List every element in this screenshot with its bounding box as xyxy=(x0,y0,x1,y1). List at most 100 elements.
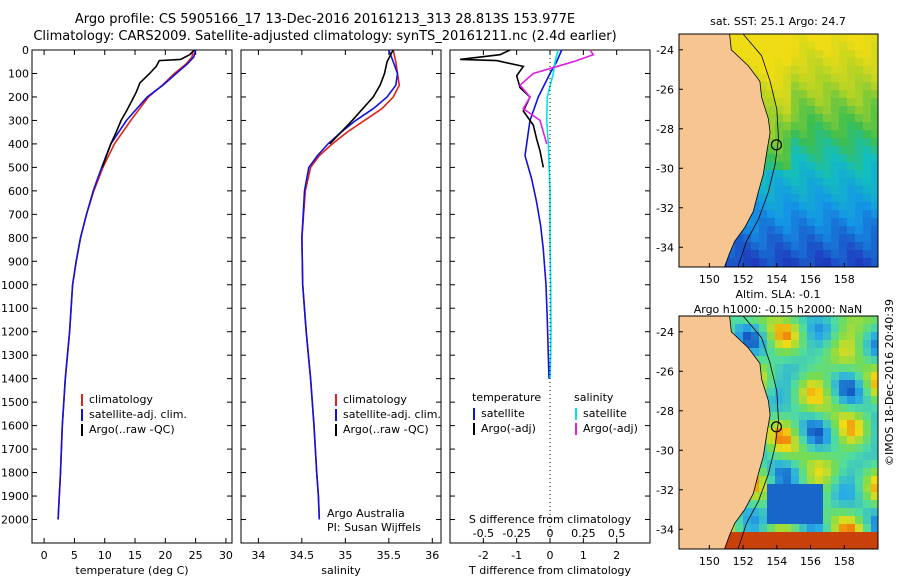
field-cell xyxy=(791,420,799,428)
field-cell xyxy=(831,90,839,98)
field-cell xyxy=(871,242,878,250)
field-cell xyxy=(791,356,799,364)
field-cell xyxy=(871,218,878,226)
field-cell xyxy=(799,356,807,364)
field-cell xyxy=(799,186,807,194)
lat-tick-label: -26 xyxy=(656,365,674,378)
field-cell xyxy=(767,372,775,380)
field-cell xyxy=(839,540,847,548)
field-cell xyxy=(863,186,871,194)
field-cell xyxy=(847,258,855,266)
field-cell xyxy=(863,348,871,356)
field-cell xyxy=(759,372,767,380)
field-cell xyxy=(815,508,823,516)
field-cell xyxy=(871,492,878,500)
field-cell xyxy=(767,404,775,412)
field-cell xyxy=(799,348,807,356)
field-cell xyxy=(783,428,791,436)
field-cell xyxy=(743,50,751,58)
field-cell xyxy=(847,130,855,138)
series-line-climatology xyxy=(301,49,401,520)
field-cell xyxy=(783,460,791,468)
field-cell xyxy=(815,178,823,186)
field-cell xyxy=(863,202,871,210)
field-cell xyxy=(751,58,759,66)
field-cell xyxy=(807,42,815,50)
field-cell xyxy=(791,332,799,340)
field-cell xyxy=(751,242,759,250)
field-cell xyxy=(791,218,799,226)
lat-tick-label: -34 xyxy=(656,241,674,254)
lat-tick-label: -32 xyxy=(656,202,674,215)
y-tick-label: 1600 xyxy=(1,420,29,433)
field-cell xyxy=(799,74,807,82)
field-cell xyxy=(799,524,807,532)
field-cell xyxy=(783,138,791,146)
x-tick-label: 34 xyxy=(251,549,265,562)
field-cell xyxy=(735,316,743,324)
field-cell xyxy=(743,540,751,548)
field-cell xyxy=(823,194,831,202)
map-field xyxy=(679,34,878,267)
field-cell xyxy=(783,340,791,348)
field-cell xyxy=(863,58,871,66)
field-cell xyxy=(783,452,791,460)
field-cell xyxy=(855,146,863,154)
field-cell xyxy=(871,444,878,452)
field-cell xyxy=(863,218,871,226)
field-cell xyxy=(799,210,807,218)
field-cell xyxy=(775,130,783,138)
field-cell xyxy=(823,540,831,548)
field-cell xyxy=(767,242,775,250)
field-cell xyxy=(839,170,847,178)
field-cell xyxy=(775,404,783,412)
field-cell xyxy=(767,162,775,170)
field-cell xyxy=(791,98,799,106)
field-cell xyxy=(823,316,831,324)
field-cell xyxy=(783,324,791,332)
field-cell xyxy=(807,218,815,226)
field-cell xyxy=(783,66,791,74)
field-cell xyxy=(847,42,855,50)
field-cell xyxy=(807,74,815,82)
y-tick-label: 1500 xyxy=(1,396,29,409)
field-cell xyxy=(863,34,871,42)
field-cell xyxy=(775,428,783,436)
field-cell xyxy=(815,492,823,500)
field-cell xyxy=(855,34,863,42)
field-cell xyxy=(759,516,767,524)
field-cell xyxy=(863,114,871,122)
lon-tick-label: 158 xyxy=(834,555,855,568)
field-cell xyxy=(791,122,799,130)
field-cell xyxy=(783,234,791,242)
field-cell xyxy=(783,210,791,218)
field-cell xyxy=(823,340,831,348)
field-cell xyxy=(799,540,807,548)
field-cell xyxy=(743,258,751,266)
field-cell xyxy=(831,98,839,106)
field-cell xyxy=(831,468,839,476)
field-cell xyxy=(783,412,791,420)
field-cell xyxy=(839,348,847,356)
field-cell xyxy=(791,540,799,548)
field-cell xyxy=(839,210,847,218)
field-cell xyxy=(839,130,847,138)
field-cell xyxy=(767,484,775,492)
field-cell xyxy=(767,500,775,508)
field-cell xyxy=(767,324,775,332)
field-cell xyxy=(783,226,791,234)
field-cell xyxy=(775,332,783,340)
field-cell xyxy=(815,428,823,436)
field-cell xyxy=(823,516,831,524)
field-cell xyxy=(871,258,878,266)
field-cell xyxy=(871,210,878,218)
field-cell xyxy=(775,98,783,106)
field-cell xyxy=(807,98,815,106)
field-cell xyxy=(823,500,831,508)
field-cell xyxy=(855,340,863,348)
field-cell xyxy=(807,420,815,428)
field-cell xyxy=(823,66,831,74)
field-cell xyxy=(799,178,807,186)
field-cell xyxy=(727,34,735,42)
field-cell xyxy=(815,210,823,218)
